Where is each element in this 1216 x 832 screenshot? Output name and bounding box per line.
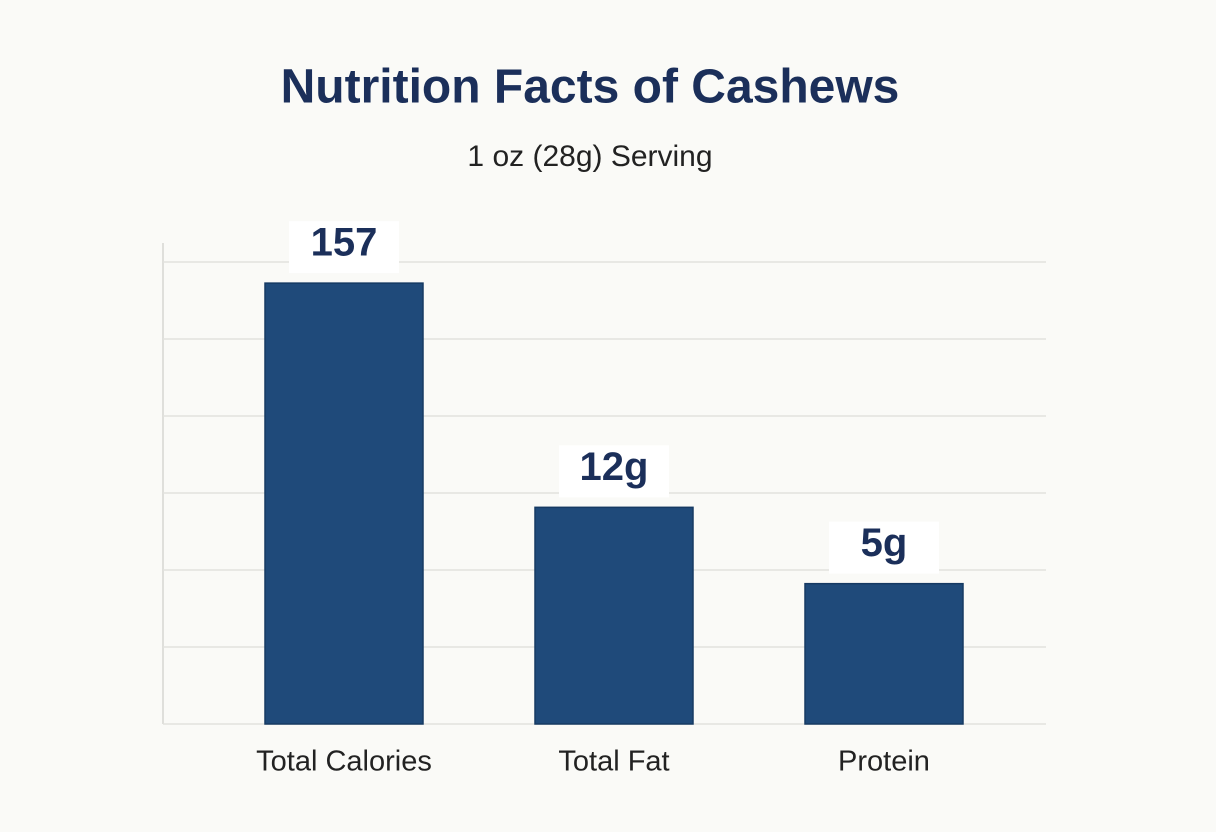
bar	[264, 282, 424, 725]
value-label-bg	[829, 521, 939, 574]
value-label: 12g	[580, 445, 649, 489]
value-label-bg	[559, 445, 669, 498]
value-label: 5g	[861, 521, 908, 565]
bar	[534, 506, 694, 725]
value-label: 157	[311, 221, 378, 265]
value-label-bg	[289, 221, 399, 274]
x-tick-label: Protein	[838, 746, 930, 778]
x-tick-label: Total Fat	[558, 746, 669, 778]
x-tick-label: Total Calories	[256, 746, 432, 778]
bar	[804, 582, 964, 725]
chart-title: Nutrition Facts of Cashews	[281, 61, 900, 114]
chart-subtitle: 1 oz (28g) Serving	[467, 140, 712, 173]
